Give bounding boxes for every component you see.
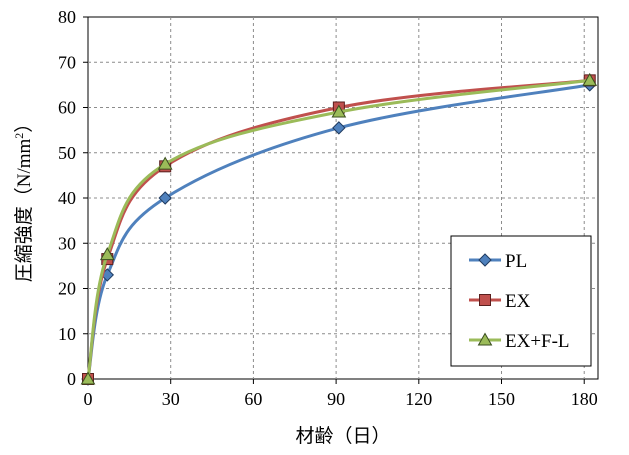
- series-layer: [80, 72, 598, 386]
- x-tick-label-90: 90: [327, 389, 345, 409]
- y-axis-title-end: ）: [13, 114, 35, 133]
- data-point-EX+F-L-91: [331, 104, 347, 118]
- data-point-EX+F-L-7: [99, 247, 115, 261]
- y-axis-title-superscript: 2: [12, 133, 26, 139]
- y-tick-label-20: 20: [58, 279, 76, 299]
- y-tick-label-80: 80: [58, 7, 76, 27]
- data-point-EX+F-L-0: [80, 371, 96, 385]
- x-axis-title: 材齢（日）: [295, 425, 390, 447]
- x-tick-label-60: 60: [244, 389, 262, 409]
- legend-item-EX: EX: [469, 291, 531, 312]
- x-tick-label-120: 120: [405, 389, 432, 409]
- y-tick-label-0: 0: [67, 369, 76, 389]
- legend-label-EX+F-L: EX+F-L: [505, 331, 570, 352]
- legend: PL EX EX+F-L: [450, 235, 592, 367]
- legend-label-PL: PL: [505, 251, 527, 272]
- data-point-PL-91: [332, 121, 346, 135]
- y-tick-label-50: 50: [58, 143, 76, 163]
- series-EX+F-L: [80, 72, 598, 385]
- y-tick-label-70: 70: [58, 52, 76, 72]
- x-tick-label-180: 180: [571, 389, 598, 409]
- legend-item-PL: PL: [469, 251, 527, 272]
- svg-text:圧縮強度（N/mm2）: 圧縮強度（N/mm2）: [12, 114, 35, 283]
- x-tick-label-150: 150: [488, 389, 515, 409]
- y-tick-label-60: 60: [58, 98, 76, 118]
- y-tick-label-10: 10: [58, 324, 76, 344]
- data-point-EX+F-L-182: [582, 72, 598, 86]
- legend-marker-EX+F-L: [477, 332, 493, 346]
- y-tick-label-40: 40: [58, 188, 76, 208]
- y-axis-title: 圧縮強度（N/mm2）: [12, 114, 35, 283]
- legend-marker-EX: [479, 294, 491, 306]
- legend-item-EX+F-L: EX+F-L: [469, 331, 570, 352]
- series-line-EX+F-L: [86, 78, 590, 380]
- data-point-EX+F-L-28: [157, 156, 173, 170]
- y-axis-title-main: 圧縮強度（N/mm: [13, 139, 35, 283]
- legend-marker-PL: [478, 253, 492, 267]
- data-point-PL-28: [158, 191, 172, 205]
- tick-layer: 0 10 20 30 40 50 60 70 80 0 30 60 90 120 150 180: [58, 7, 598, 409]
- legend-label-EX: EX: [505, 291, 531, 312]
- x-tick-label-30: 30: [162, 389, 180, 409]
- y-tick-label-30: 30: [58, 233, 76, 253]
- series-line-PL: [86, 83, 590, 380]
- x-tick-label-0: 0: [84, 389, 93, 409]
